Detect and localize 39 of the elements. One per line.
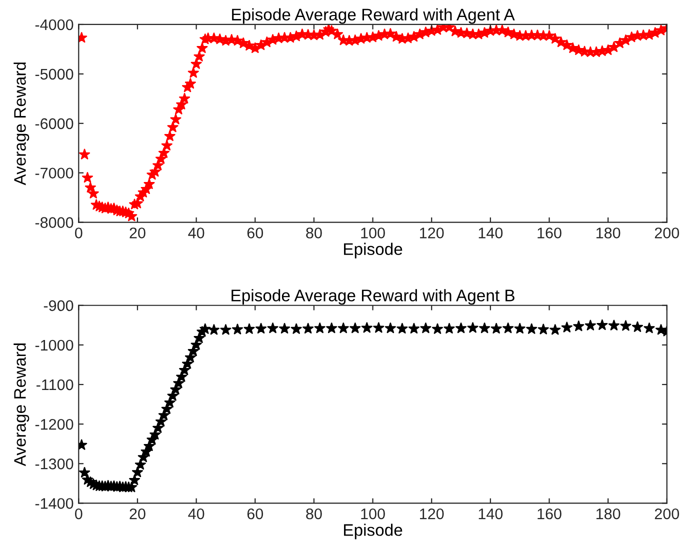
y-axis-title: Average Reward — [14, 343, 30, 466]
x-tick-label: 20 — [130, 508, 146, 520]
y-tick-label: -8000 — [35, 217, 74, 228]
x-tick-label: 20 — [130, 228, 146, 238]
x-tick-label: 120 — [420, 228, 444, 238]
x-tick-label: 140 — [478, 508, 503, 520]
x-tick-label: 160 — [538, 228, 562, 238]
x-tick-label: 80 — [306, 508, 322, 520]
x-tick-label: 80 — [306, 228, 322, 238]
y-tick-label: -900 — [44, 300, 74, 312]
y-axis-title: Average Reward — [14, 62, 30, 186]
x-tick-label: 180 — [596, 508, 620, 520]
y-tick-label: -5000 — [35, 68, 74, 80]
x-tick-label: 180 — [596, 228, 620, 238]
y-tick-label: -7000 — [35, 168, 74, 179]
y-tick-label: -1000 — [35, 340, 74, 351]
x-tick-label: 160 — [538, 508, 562, 520]
x-tick-label: 0 — [75, 508, 82, 520]
chart-title: Episode Average Reward with Agent B — [232, 289, 514, 305]
chart-title: Episode Average Reward with Agent A — [232, 8, 515, 24]
x-tick-label: 120 — [420, 508, 444, 520]
x-tick-label: 100 — [361, 508, 385, 520]
x-tick-label: 200 — [654, 508, 680, 520]
x-axis-title: Episode — [344, 524, 402, 540]
y-tick-label: -1200 — [35, 418, 74, 430]
x-tick-label: 60 — [247, 508, 264, 520]
y-tick-label: -6000 — [35, 118, 74, 130]
x-tick-label: 0 — [75, 228, 82, 238]
y-tick-label: -1300 — [35, 458, 74, 470]
y-tick-label: -4000 — [35, 19, 74, 30]
x-tick-label: 200 — [654, 228, 680, 238]
x-tick-label: 40 — [188, 228, 204, 238]
x-tick-label: 140 — [478, 228, 503, 238]
x-tick-label: 40 — [188, 508, 204, 520]
x-axis-title: Episode — [344, 242, 402, 258]
y-tick-label: -1400 — [35, 498, 74, 509]
x-tick-label: 60 — [247, 228, 264, 238]
y-tick-label: -1100 — [36, 379, 74, 390]
x-tick-label: 100 — [361, 228, 385, 238]
